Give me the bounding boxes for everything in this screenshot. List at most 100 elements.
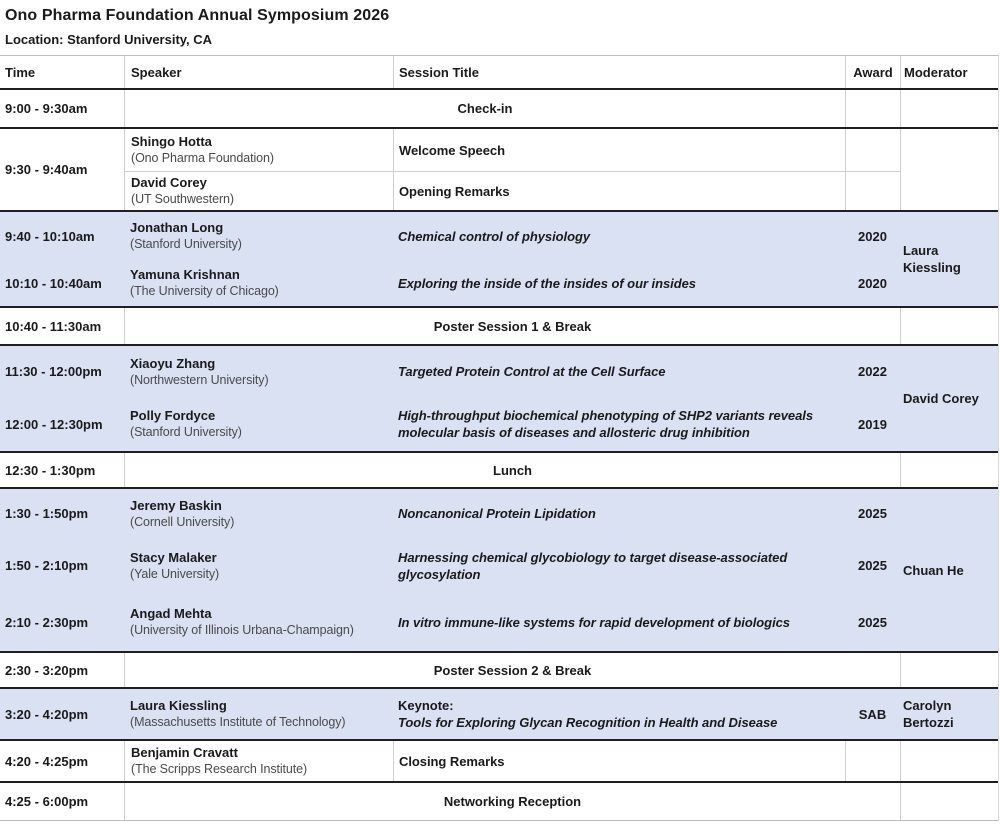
schedule-block: 11:30 - 12:00pm Xiaoyu Zhang (Northwestern… [0,346,998,453]
speaker-cell: Polly Fordyce (Stanford University) [124,397,393,451]
col-header-session-title: Session Title [393,56,845,88]
schedule-table: Time Speaker Session Title Award Moderat… [0,55,999,821]
session-title: glycosylation [398,566,481,582]
moderator-cell-empty [900,453,999,487]
schedule-block: 4:20 - 4:25pm Benjamin Cravatt (The Scripp… [0,741,998,783]
moderator-cell-empty [900,308,999,344]
award-value: 2019 [858,416,887,432]
session-cell: High-throughput biochemical phenotyping … [393,397,845,451]
session-title: Chemical control of physiology [398,228,591,244]
schedule-block: 9:40 - 10:10am Jonathan Long (Stanford Uni… [0,212,998,308]
session-cell: Chemical control of physiology [393,212,845,260]
speaker-affiliation: (Cornell University) [130,514,235,529]
moderator-cell-empty [900,653,999,687]
moderator-name [900,741,999,781]
table-header: Time Speaker Session Title Award Moderat… [0,56,998,90]
banner-label: Check-in [124,90,845,127]
speaker-cell: Yamuna Krishnan (The University of Chicag… [124,260,393,306]
moderator-cell-empty [900,783,999,820]
banner-row: 4:25 - 6:00pm Networking Reception [0,783,998,821]
time-cell: 4:20 - 4:25pm [5,753,89,769]
moderator-cell-empty [900,90,999,127]
session-title: Exploring the inside of the insides of o… [398,275,696,291]
session-title: molecular basis of diseases and alloster… [398,425,750,440]
speaker-name: Xiaoyu Zhang [130,355,216,371]
speaker-cell: Xiaoyu Zhang (Northwestern University) [124,346,393,397]
time-cell: 2:10 - 2:30pm [5,614,89,630]
session-cell: Harnessing chemical glycobiology to targ… [393,538,845,593]
time-cell: 4:25 - 6:00pm [5,794,89,809]
speaker-cell: Stacy Malaker (Yale University) [124,538,393,593]
time-cell: 12:30 - 1:30pm [5,462,96,478]
col-header-time: Time [5,64,36,80]
award-value: 2022 [858,364,887,379]
speaker-affiliation: (Northwestern University) [130,372,269,387]
speaker-cell: Benjamin Cravatt (The Scripps Research In… [124,741,393,781]
col-header-moderator: Moderator [900,56,999,88]
award-value: 2025 [858,506,887,521]
schedule-block: 3:20 - 4:20pm Laura Kiessling (Massachuset… [0,689,998,741]
speaker-affiliation: (Massachusetts Institute of Technology) [130,715,346,729]
col-header-speaker: Speaker [124,56,393,88]
speaker-name: Stacy Malaker [130,549,217,565]
banner-row: 12:30 - 1:30pm Lunch [0,453,998,489]
moderator-name: David Corey [903,391,979,406]
time-cell: 1:50 - 2:10pm [5,558,89,573]
time-cell: 11:30 - 12:00pm [5,364,102,379]
time-cell: 10:40 - 11:30am [5,318,102,334]
speaker-name: Jonathan Long [130,220,224,235]
speaker-cell: Angad Mehta (University of Illinois Urban… [124,593,393,651]
time-cell: 12:00 - 12:30pm [5,416,103,432]
session-cell: Opening Remarks [393,171,845,210]
page-subtitle-location: Location: Stanford University, CA [5,32,213,47]
speaker-affiliation: (The University of Chicago) [130,284,279,298]
banner-label: Poster Session 2 & Break [124,653,900,687]
award-value: SAB [858,706,887,722]
speaker-name: Laura Kiessling [130,698,227,713]
banner-label: Lunch [124,453,900,487]
speaker-name: Polly Fordyce [130,408,216,423]
award-value [845,129,900,171]
time-cell: 2:30 - 3:20pm [5,662,89,678]
speaker-name: Shingo Hotta [131,134,212,149]
banner-label: Networking Reception [124,783,900,820]
speaker-cell: Shingo Hotta (Ono Pharma Foundation) [124,129,393,171]
session-cell: Closing Remarks [393,741,845,781]
session-cell: Noncanonical Protein Lipidation [393,489,845,538]
speaker-cell: David Corey (UT Southwestern) [124,171,393,210]
speaker-name: Yamuna Krishnan [130,267,240,282]
speaker-affiliation: (UT Southwestern) [131,192,234,206]
award-value: 2025 [858,614,887,630]
award-value: 2020 [858,275,887,291]
banner-row: 10:40 - 11:30am Poster Session 1 & Break [0,308,998,346]
session-title: Closing Remarks [399,753,505,769]
time-cell: 9:00 - 9:30am [5,101,88,116]
speaker-cell: Jonathan Long (Stanford University) [124,212,393,260]
speaker-name: Benjamin Cravatt [131,745,238,760]
session-title: Tools for Exploring Glycan Recognition i… [398,715,778,730]
award-value: 2020 [858,228,887,244]
schedule-block: 9:30 - 9:40am Shingo Hotta (Ono Pharma Fou… [0,129,998,212]
moderator-name: Carolyn Bertozzi [903,698,954,730]
award-value [845,171,900,210]
session-title: High-throughput biochemical phenotyping … [398,408,814,423]
speaker-affiliation: (The Scripps Research Institute) [131,762,308,776]
col-header-award: Award [845,56,900,88]
session-title: Welcome Speech [399,142,505,158]
banner-row: 9:00 - 9:30am Check-in [0,90,998,129]
moderator-name [900,129,999,210]
session-title-prefix: Keynote: [398,698,454,713]
schedule-block: 1:30 - 1:50pm Jeremy Baskin (Cornell Unive… [0,489,998,653]
session-title: In vitro immune-like systems for rapid d… [398,614,790,630]
speaker-affiliation: (Stanford University) [130,425,242,439]
award-value [845,741,900,781]
banner-label: Poster Session 1 & Break [124,308,900,344]
speaker-affiliation: (Ono Pharma Foundation) [131,151,274,165]
banner-row: 2:30 - 3:20pm Poster Session 2 & Break [0,653,998,689]
session-cell: In vitro immune-like systems for rapid d… [393,593,845,651]
speaker-name: Angad Mehta [130,606,212,621]
session-title: Noncanonical Protein Lipidation [398,506,596,521]
session-cell: Welcome Speech [393,129,845,171]
speaker-affiliation: (University of Illinois Urbana-Champaign… [130,623,354,637]
